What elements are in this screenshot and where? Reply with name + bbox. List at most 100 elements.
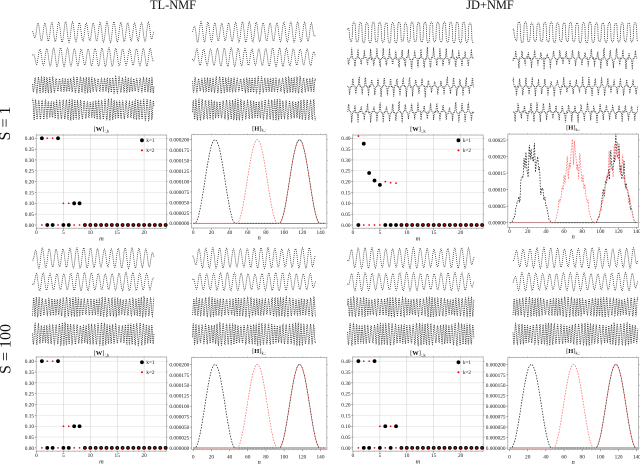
svg-text:S = 1: S = 1	[0, 107, 14, 141]
svg-text:140: 140	[317, 455, 325, 461]
svg-text:0.25: 0.25	[341, 169, 351, 175]
svg-text:0: 0	[192, 455, 195, 461]
svg-text:0.000125: 0.000125	[169, 169, 189, 175]
svg-text:0.000175: 0.000175	[169, 148, 189, 154]
svg-text:40: 40	[543, 455, 549, 461]
svg-text:40: 40	[543, 229, 549, 235]
svg-text:TL-NMF: TL-NMF	[150, 0, 196, 12]
svg-text:5: 5	[62, 230, 65, 236]
svg-text:80: 80	[263, 230, 269, 236]
svg-text:120: 120	[615, 229, 623, 235]
svg-text:n: n	[258, 234, 261, 241]
svg-text:JD+NMF: JD+NMF	[466, 0, 514, 12]
svg-text:0.40: 0.40	[341, 136, 351, 142]
svg-text:5: 5	[62, 453, 65, 459]
svg-text:20: 20	[141, 230, 147, 236]
svg-text:10: 10	[88, 453, 94, 459]
svg-text:100: 100	[596, 229, 604, 235]
svg-text:0.000200: 0.000200	[486, 362, 506, 368]
svg-text:0: 0	[508, 229, 511, 235]
svg-text:100: 100	[280, 455, 288, 461]
svg-text:60: 60	[561, 455, 567, 461]
svg-text:0.15: 0.15	[25, 413, 35, 419]
svg-text:120: 120	[615, 455, 623, 461]
svg-text:0.40: 0.40	[25, 136, 35, 142]
svg-text:0.00015: 0.00015	[488, 171, 506, 177]
svg-text:[W]:,k: [W]:,k	[410, 126, 426, 134]
svg-text:80: 80	[263, 455, 269, 461]
svg-text:0.000100: 0.000100	[169, 179, 189, 185]
svg-text:15: 15	[431, 453, 437, 459]
svg-text:0.00005: 0.00005	[488, 204, 506, 210]
svg-text:0.000200: 0.000200	[169, 138, 189, 144]
svg-text:0.000150: 0.000150	[169, 383, 189, 389]
svg-text:0.40: 0.40	[341, 359, 351, 365]
svg-text:m: m	[416, 458, 421, 464]
svg-text:0.35: 0.35	[341, 370, 351, 376]
svg-text:k=2: k=2	[463, 148, 472, 154]
svg-text:0.25: 0.25	[25, 392, 35, 398]
svg-text:0: 0	[352, 453, 355, 459]
svg-text:0.25: 0.25	[341, 392, 351, 398]
svg-text:k=1: k=1	[463, 360, 472, 366]
svg-text:0.20: 0.20	[341, 180, 351, 186]
svg-text:0.05: 0.05	[341, 435, 351, 441]
svg-text:5: 5	[379, 230, 382, 236]
svg-text:15: 15	[115, 230, 121, 236]
svg-text:0: 0	[35, 230, 38, 236]
svg-text:0.30: 0.30	[25, 381, 35, 387]
svg-text:10: 10	[88, 230, 94, 236]
svg-text:0.00: 0.00	[25, 446, 35, 452]
svg-text:0.35: 0.35	[25, 147, 35, 153]
svg-text:0.35: 0.35	[25, 370, 35, 376]
svg-text:0.30: 0.30	[341, 158, 351, 164]
svg-text:20: 20	[525, 229, 531, 235]
svg-text:[H]k,:: [H]k,:	[566, 125, 580, 133]
svg-text:10: 10	[404, 230, 410, 236]
svg-text:0.000050: 0.000050	[486, 425, 506, 431]
svg-text:k=1: k=1	[146, 138, 155, 144]
svg-text:140: 140	[317, 230, 325, 236]
svg-text:0.00: 0.00	[341, 223, 351, 229]
svg-text:0: 0	[35, 453, 38, 459]
svg-text:0.20: 0.20	[341, 402, 351, 408]
svg-text:0.000175: 0.000175	[169, 373, 189, 379]
svg-text:20: 20	[458, 453, 464, 459]
svg-text:20: 20	[141, 453, 147, 459]
svg-text:0.000100: 0.000100	[169, 404, 189, 410]
svg-text:0.000050: 0.000050	[169, 425, 189, 431]
svg-text:[W]:,k: [W]:,k	[94, 126, 110, 134]
svg-text:k=2: k=2	[146, 148, 155, 154]
svg-text:0.40: 0.40	[25, 359, 35, 365]
svg-text:60: 60	[245, 455, 251, 461]
svg-text:80: 80	[580, 455, 586, 461]
svg-text:120: 120	[298, 455, 306, 461]
svg-text:0.25: 0.25	[25, 169, 35, 175]
svg-text:S = 100: S = 100	[0, 324, 15, 374]
svg-text:0.000100: 0.000100	[486, 404, 506, 410]
svg-text:k=1: k=1	[146, 360, 155, 366]
svg-text:k=1: k=1	[463, 138, 472, 144]
svg-text:0.000175: 0.000175	[486, 373, 506, 379]
svg-text:0.000025: 0.000025	[169, 211, 189, 217]
svg-text:0.15: 0.15	[341, 413, 351, 419]
svg-text:20: 20	[458, 230, 464, 236]
svg-text:20: 20	[209, 230, 215, 236]
svg-text:[H]k,:: [H]k,:	[252, 348, 266, 356]
svg-text:0.05: 0.05	[25, 435, 35, 441]
svg-text:0.000050: 0.000050	[169, 200, 189, 206]
svg-text:0.20: 0.20	[25, 402, 35, 408]
svg-text:0: 0	[352, 230, 355, 236]
svg-text:40: 40	[227, 455, 233, 461]
svg-text:0.000125: 0.000125	[486, 394, 506, 400]
svg-text:0.000000: 0.000000	[169, 446, 189, 452]
svg-text:20: 20	[525, 455, 531, 461]
svg-text:0.10: 0.10	[25, 424, 35, 430]
svg-text:0.000200: 0.000200	[169, 362, 189, 368]
svg-text:60: 60	[561, 229, 567, 235]
svg-text:0.000025: 0.000025	[486, 435, 506, 441]
svg-text:m: m	[416, 235, 421, 242]
svg-text:0.20: 0.20	[25, 180, 35, 186]
svg-text:5: 5	[379, 453, 382, 459]
svg-text:0.30: 0.30	[25, 158, 35, 164]
